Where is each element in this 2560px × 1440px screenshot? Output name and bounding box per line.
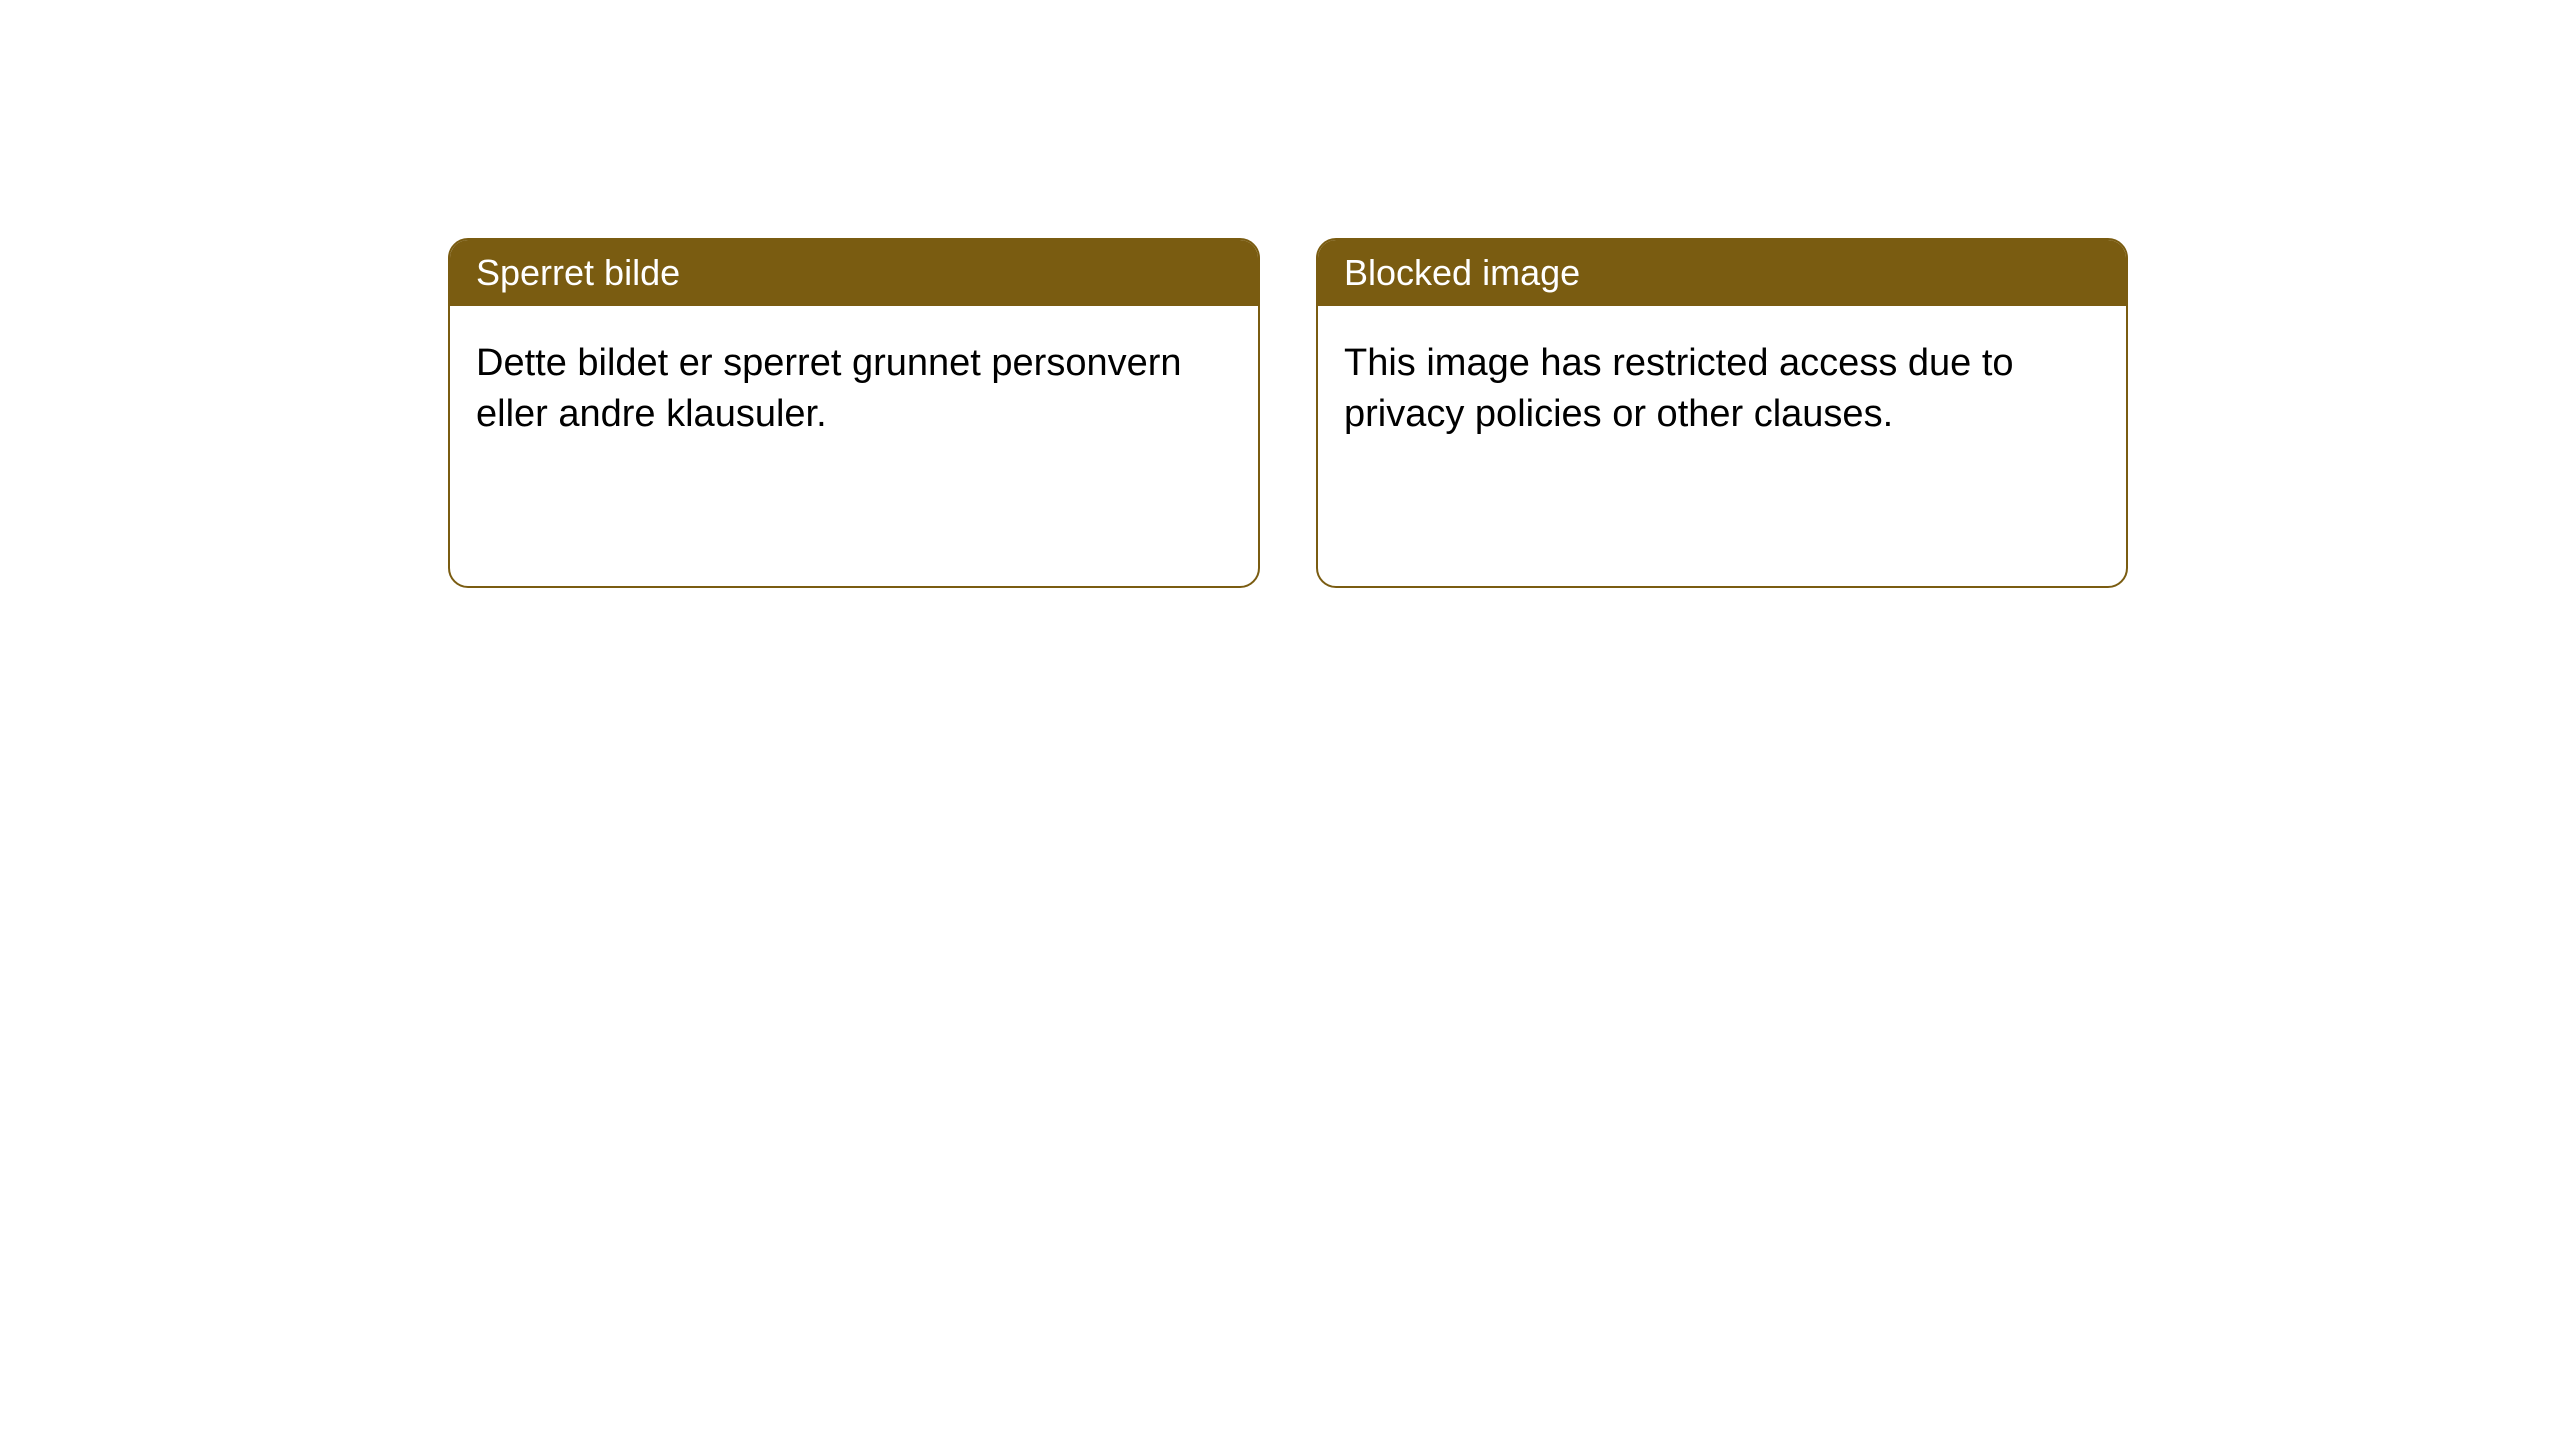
notice-body-norwegian: Dette bildet er sperret grunnet personve… xyxy=(450,306,1258,586)
notice-card-english: Blocked image This image has restricted … xyxy=(1316,238,2128,588)
notice-header-english: Blocked image xyxy=(1318,240,2126,306)
notice-card-norwegian: Sperret bilde Dette bildet er sperret gr… xyxy=(448,238,1260,588)
notice-header-norwegian: Sperret bilde xyxy=(450,240,1258,306)
notice-container: Sperret bilde Dette bildet er sperret gr… xyxy=(448,238,2128,588)
notice-body-english: This image has restricted access due to … xyxy=(1318,306,2126,586)
